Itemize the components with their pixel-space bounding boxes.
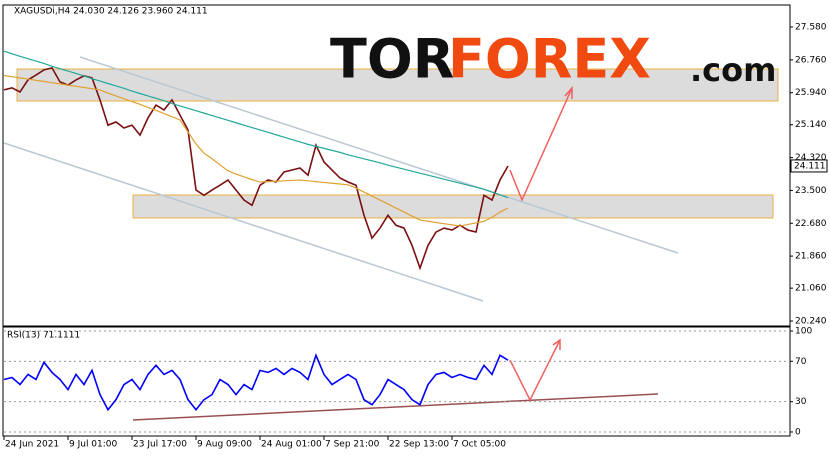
price-marker: 24.111 xyxy=(794,161,826,171)
price-panel xyxy=(2,4,791,327)
x-tick-label: 7 Sep 21:00 xyxy=(325,440,380,450)
series-line xyxy=(3,50,509,199)
x-tick-label: 7 Oct 05:00 xyxy=(453,440,506,450)
x-tick-label: 24 Aug 01:00 xyxy=(261,440,322,450)
y-tick-label: 70 xyxy=(795,357,807,367)
y-tick-label: 100 xyxy=(795,327,812,337)
support-zone xyxy=(132,194,774,219)
y-tick-label: 26.760 xyxy=(795,55,827,65)
logo-forex: FOREX xyxy=(448,28,651,91)
y-tick-label: 24.320 xyxy=(795,153,827,163)
chart-title: XAGUSDi,H4 24.030 24.126 23.960 24.111 xyxy=(14,7,208,17)
resistance-zone xyxy=(16,68,779,102)
logo-com: .com xyxy=(690,51,776,89)
y-tick-label: 30 xyxy=(795,397,807,407)
y-tick-label: 21.060 xyxy=(795,284,827,294)
x-tick-label: 9 Jul 01:00 xyxy=(69,440,118,450)
y-tick-label: 20.240 xyxy=(795,316,827,326)
channel-line xyxy=(3,142,484,302)
rsi-title: RSI(13) 71.1111 xyxy=(7,331,80,341)
x-tick-label: 24 Jun 2021 xyxy=(5,440,59,450)
x-tick-label: 9 Aug 09:00 xyxy=(197,440,252,450)
rsi-panel xyxy=(2,326,791,437)
forecast-arrows xyxy=(509,86,573,402)
x-tick-label: 23 Jul 17:00 xyxy=(133,440,187,450)
y-tick-label: 25.140 xyxy=(795,120,827,130)
y-tick-label: 22.680 xyxy=(795,219,827,229)
y-tick-label: 25.940 xyxy=(795,88,827,98)
logo-tor: TOR xyxy=(330,28,454,91)
watermark: TOR FOREX .com xyxy=(330,28,776,91)
y-tick-label: 21.860 xyxy=(795,252,827,262)
y-tick-label: 27.580 xyxy=(795,23,827,33)
rsi-trendline xyxy=(132,393,659,421)
y-tick-label: 0 xyxy=(795,427,801,437)
series-line xyxy=(3,74,509,227)
channel-line xyxy=(79,56,679,254)
price-marker-bg xyxy=(790,159,828,173)
y-tick-label: 23.500 xyxy=(795,186,827,196)
x-tick-label: 22 Sep 13:00 xyxy=(389,440,449,450)
series-line xyxy=(3,352,509,412)
